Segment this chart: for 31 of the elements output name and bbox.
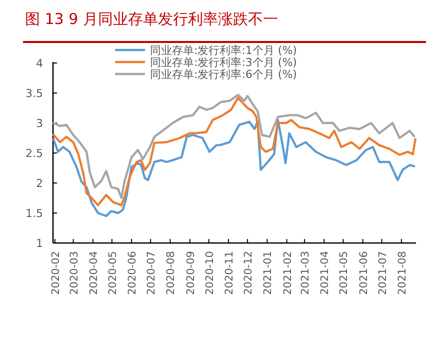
- y-tick-label: 2.5: [26, 147, 43, 160]
- x-tick-label: 2020-03: [68, 251, 80, 295]
- x-tick-label: 2020-02: [50, 251, 62, 295]
- x-tick-label: 2020-10: [204, 251, 216, 295]
- x-tick-label: 2020-06: [126, 250, 139, 295]
- x-tick-label: 2020-04: [88, 250, 100, 295]
- x-tick-label: 2021-01: [262, 251, 274, 295]
- x-tick-label: 2021-02: [282, 251, 294, 295]
- x-tick-label: 2020-08: [165, 251, 178, 295]
- legend-label: 同业存单:发行利率:1个月 (%): [150, 44, 297, 57]
- x-tick-label: 2020-11: [223, 251, 236, 295]
- y-tick-label: 1.5: [26, 207, 43, 220]
- y-tick-label: 2: [36, 177, 43, 190]
- x-tick-label: 2020-05: [106, 251, 119, 295]
- legend-label: 同业存单:发行利率:6个月 (%): [150, 68, 297, 81]
- line-series: [52, 118, 416, 218]
- x-tick-label: 2020-12: [242, 251, 254, 295]
- y-tick-label: 4: [36, 57, 43, 70]
- chart-title: 图 13 9 月同业存单发行利率涨跌不一: [25, 10, 278, 28]
- x-tick-label: 2021-08: [396, 251, 408, 295]
- x-tick-label: 2020-09: [184, 251, 197, 295]
- x-tick-label: 2020-07: [146, 251, 158, 295]
- x-tick-label: 2021-07: [376, 251, 389, 295]
- x-tick-label: 2021-05: [338, 251, 350, 295]
- x-tick-label: 2021-06: [358, 250, 370, 295]
- y-tick-label: 3.5: [26, 87, 43, 100]
- y-tick-label: 3: [36, 117, 43, 130]
- x-tick-label: 2021-04: [319, 250, 332, 295]
- x-tick-label: 2021-03: [300, 251, 312, 295]
- y-tick-label: 1: [36, 237, 43, 250]
- legend-label: 同业存单:发行利率:3个月 (%): [150, 56, 297, 69]
